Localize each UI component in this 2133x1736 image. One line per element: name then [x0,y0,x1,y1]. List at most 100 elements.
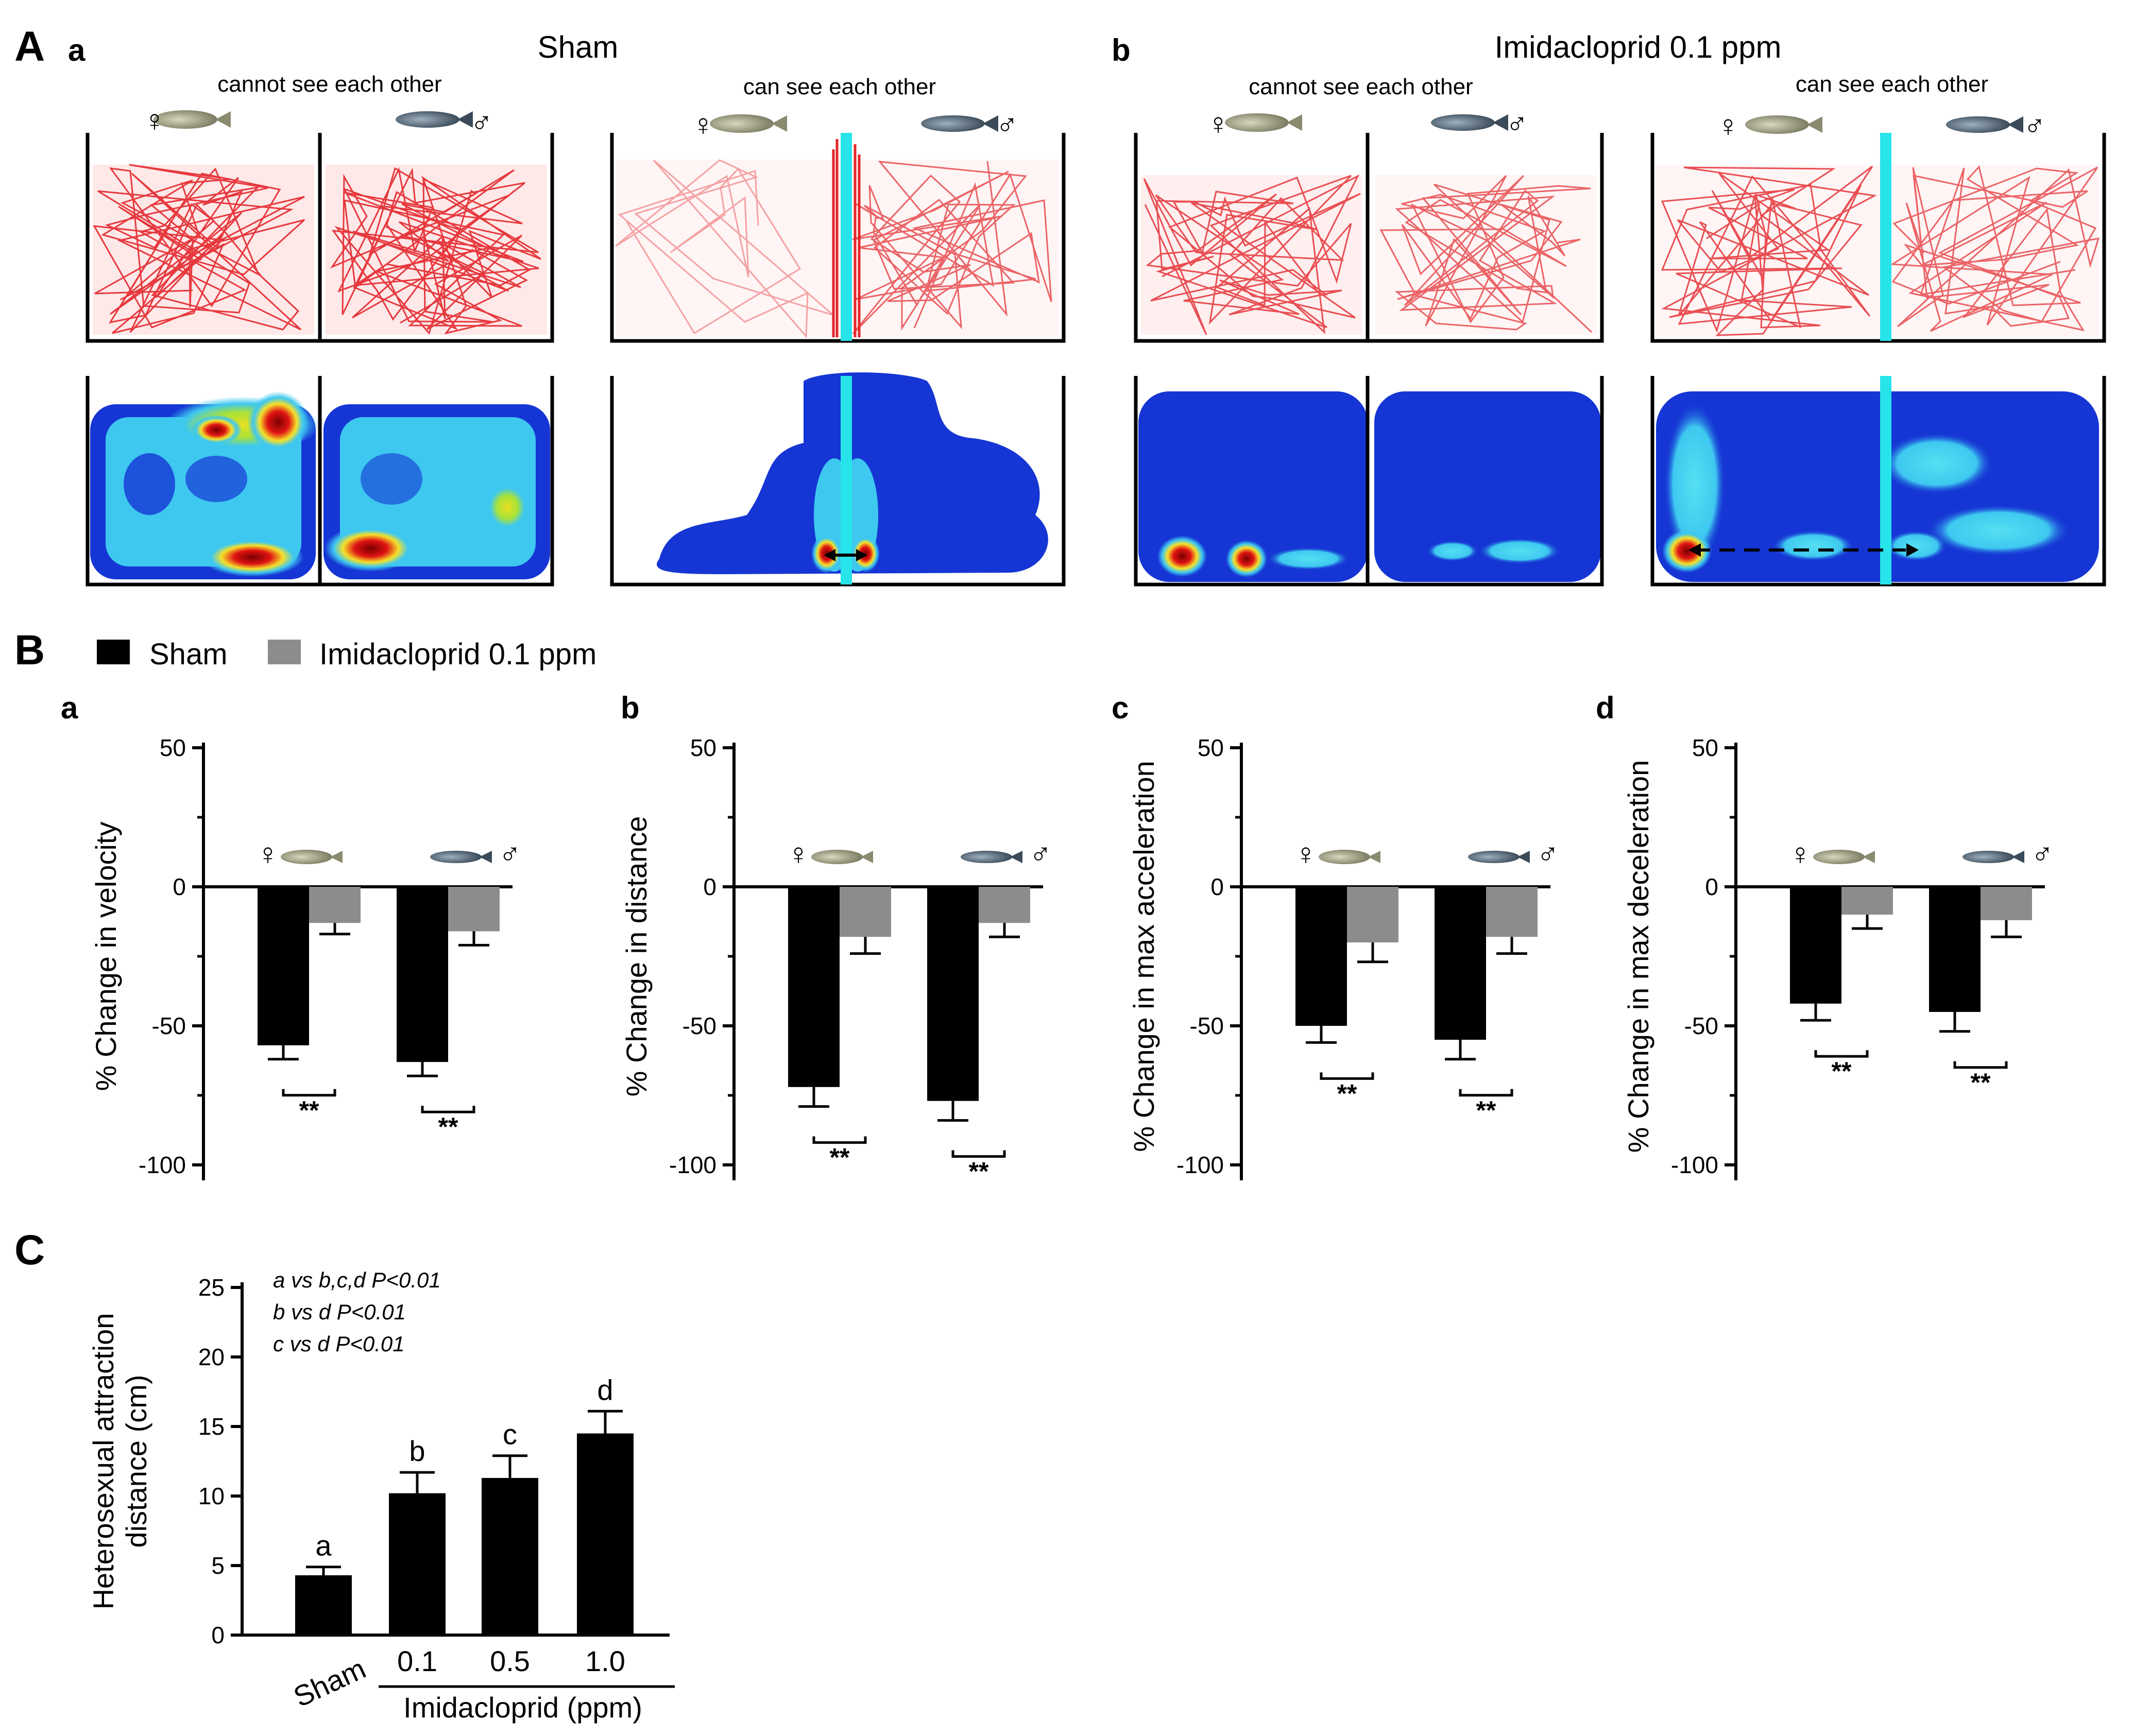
y-tick-label: 50 [1198,734,1224,761]
bar-sham-female [1295,887,1347,1026]
chart-panel-b: b 50 0 -50 -100 % Change in distance ♀ ** ♂ ** [620,691,1052,1186]
significance-marker: ** [1476,1096,1496,1125]
legend-label-imidacloprid: Imidacloprid 0.1 ppm [319,638,596,671]
significance-bracket [951,1150,1006,1158]
movement-traces [93,139,2100,338]
movement-trace [1661,165,1877,336]
female-fish-icon [153,110,231,129]
movement-trace [1379,175,1593,333]
group-letter: b [409,1435,425,1467]
x-tick-label: Sham [288,1652,370,1713]
significance-bracket [1953,1061,2008,1069]
movement-trace [1890,165,2100,332]
stat-annotation: c vs d P<0.01 [273,1332,405,1356]
attraction-distance-arrow [824,549,867,561]
panel-A-group-imidacloprid: Imidacloprid 0.1 ppm [1495,30,1782,64]
bar-sham-female [258,887,309,1045]
significance-bracket [1459,1089,1513,1097]
bar-0.1 [389,1493,446,1635]
female-symbol: ♀ [1294,837,1317,871]
panel-label-A: A [14,23,45,70]
male-fish-icon [961,851,1022,863]
x-axis-label: Imidacloprid (ppm) [403,1691,642,1724]
y-tick-label: 0 [1705,873,1718,900]
movement-trace [330,167,541,335]
bar-imidacloprid-female [309,887,361,923]
female-fish-icon [710,114,787,133]
bar-0.5 [482,1477,538,1635]
female-symbol: ♀ [1717,109,1739,143]
bar-sham-male [397,887,448,1062]
male-fish-icon [1431,114,1508,131]
significance-marker: ** [438,1112,458,1141]
heatmap-imida-cannot-see [1138,391,1601,582]
y-tick-label: 5 [211,1552,225,1579]
y-tick-label: -50 [1190,1012,1224,1039]
x-tick-label: 0.5 [490,1645,530,1677]
panel-label-B: B [14,627,45,674]
female-fish-icon [1745,115,1822,134]
transparent-divider [841,376,852,585]
male-symbol: ♂ [499,837,521,871]
significance-marker: ** [969,1157,989,1186]
transparent-divider [841,133,852,341]
condition-label-sham-cannot-see: cannot see each other [217,72,441,97]
y-axis-label: Heterosexual attractiondistance (cm) [87,1313,152,1610]
significance-bracket [812,1136,867,1144]
y-tick-label: 0 [703,873,716,900]
significance-marker: ** [1971,1068,1991,1097]
male-symbol: ♂ [1537,837,1559,871]
legend-swatch-sham [97,640,130,664]
y-tick-label: -50 [1684,1012,1718,1039]
panel-A-group-sham: Sham [538,30,619,64]
female-fish-icon [811,850,873,864]
male-symbol: ♂ [2023,109,2046,143]
significance-bracket [1814,1050,1869,1058]
male-fish-icon [1468,851,1530,863]
female-symbol: ♀ [257,837,279,871]
male-symbol: ♂ [1506,107,1528,141]
panel-A-sublabel-a: a [68,33,86,67]
significance-bracket [421,1106,475,1113]
y-tick-label: -100 [1671,1151,1718,1178]
legend-swatch-imidacloprid [268,640,301,664]
male-symbol: ♂ [2031,837,2054,871]
bar-1.0 [577,1433,634,1635]
bar-sham-female [1790,887,1841,1004]
condition-label-imida-cannot-see: cannot see each other [1249,74,1473,99]
male-fish-icon [921,115,998,132]
significance-bracket [282,1089,336,1097]
heatmap-sham-cannot-see [90,391,550,579]
female-symbol: ♀ [692,108,714,142]
male-fish-icon [1946,116,2023,133]
male-fish-icon [430,851,492,863]
transparent-divider [1880,376,1891,585]
bar-sham-male [1929,887,1981,1012]
male-fish-icon [1963,851,2024,863]
attraction-distance-arrow [1688,543,1919,557]
tank-outlines-traces [86,133,2106,343]
female-symbol: ♀ [1789,837,1812,871]
bar-Sham [295,1575,352,1635]
bar-imidacloprid-male [979,887,1030,923]
bar-imidacloprid-female [1841,887,1893,915]
transparent-divider [1880,133,1891,341]
female-fish-icon [1225,113,1302,132]
y-axis-label: % Change in velocity [90,822,122,1091]
x-tick-label: 0.1 [397,1645,437,1677]
movement-trace [852,161,1052,335]
y-tick-label: 50 [160,734,186,761]
significance-marker: ** [1832,1057,1852,1086]
female-fish-icon [281,850,343,864]
y-tick-label: -100 [139,1151,186,1178]
male-symbol: ♂ [996,108,1018,142]
movement-trace [615,159,834,338]
stat-annotation: b vs d P<0.01 [273,1300,406,1324]
chart-panel-label-b: b [621,691,640,725]
condition-label-sham-can-see: can see each other [743,74,936,99]
bar-sham-male [1435,887,1486,1040]
y-tick-label: 20 [198,1344,225,1370]
x-tick-label: 1.0 [585,1645,625,1677]
y-tick-label: 25 [198,1274,225,1301]
